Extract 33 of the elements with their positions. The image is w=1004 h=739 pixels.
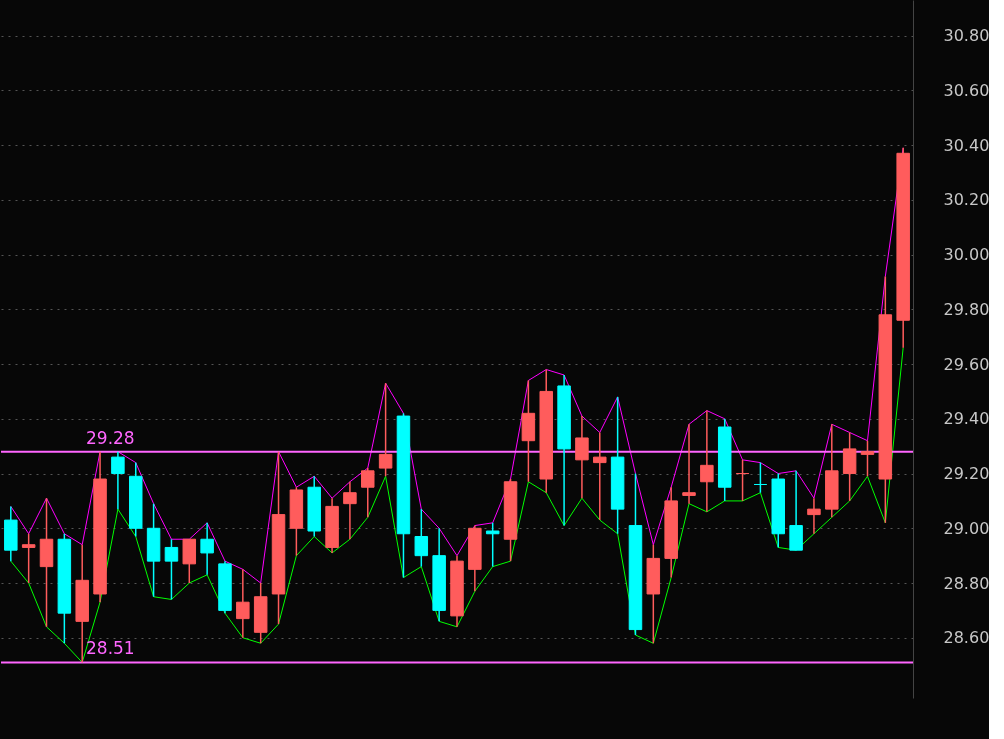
candlestick (361, 467, 375, 519)
candlestick (485, 522, 500, 568)
candlestick (378, 382, 393, 478)
candlestick (164, 538, 179, 601)
candlestick (735, 459, 750, 502)
candlestick (236, 568, 250, 639)
y-tick-label: 30.20 (943, 190, 990, 210)
y-tick-label: 28.60 (943, 628, 990, 648)
y-tick-label: 28.80 (943, 573, 990, 593)
candlestick (343, 481, 357, 540)
y-tick-label: 30.00 (943, 245, 990, 265)
ref-line-label: 28.51 (86, 638, 135, 659)
y-tick-label: 29.80 (943, 299, 990, 319)
candlestick (21, 533, 36, 584)
y-tick-label: 30.40 (943, 135, 990, 155)
candlestick (200, 522, 214, 576)
candlestick (753, 461, 768, 494)
line-series (10, 347, 904, 663)
y-tick-label: 29.20 (943, 464, 990, 484)
y-tick-label: 29.00 (943, 518, 990, 538)
y-tick-label: 29.40 (943, 409, 990, 429)
y-tick-label: 30.80 (943, 26, 990, 46)
candlestick (111, 450, 125, 510)
candlestick (593, 431, 607, 521)
candlestick (575, 415, 589, 499)
y-tick-label: 29.60 (943, 354, 990, 374)
candlestick (860, 439, 875, 478)
ref-line-label: 29.28 (86, 427, 135, 448)
candlestick (414, 508, 429, 568)
candlestick (682, 423, 696, 505)
candlestick (700, 409, 714, 513)
y-tick-label: 30.60 (943, 80, 990, 100)
candlestick (807, 497, 821, 535)
